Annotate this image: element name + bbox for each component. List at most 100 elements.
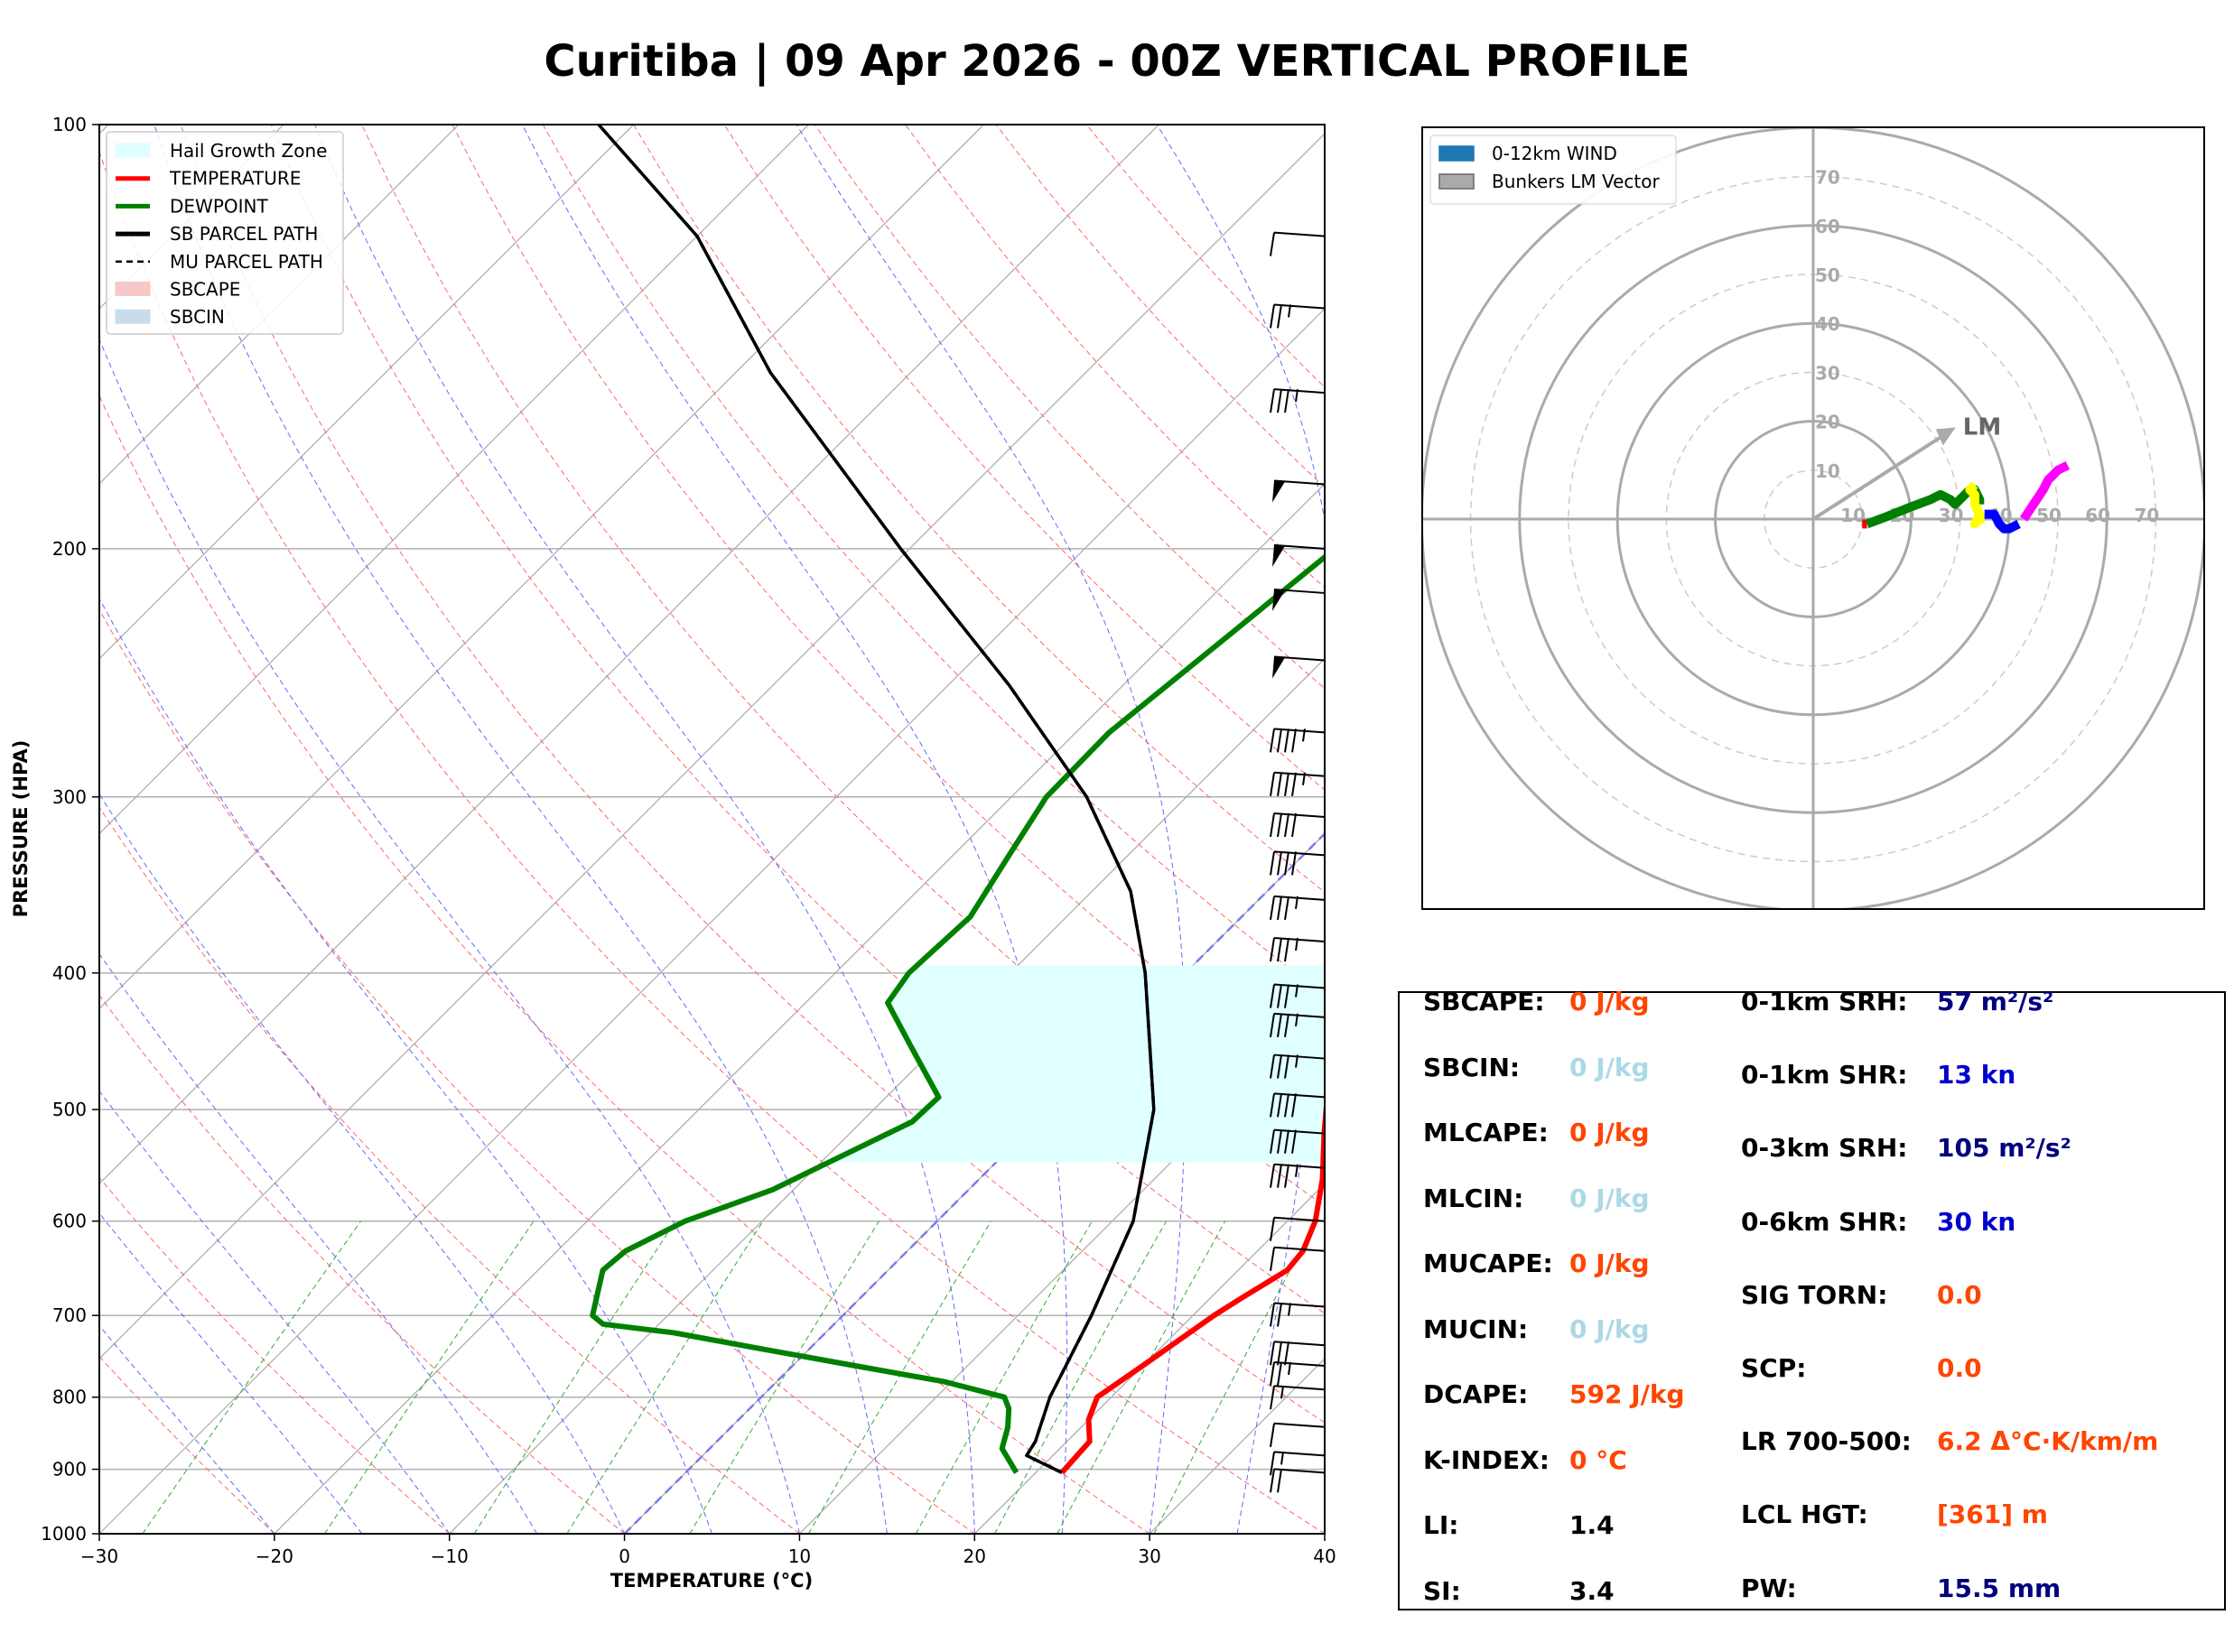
hodograph-segment-6-9km xyxy=(1984,509,2021,534)
moist-adiabat xyxy=(99,338,800,1534)
chart-title: Curitiba | 09 Apr 2026 - 00Z VERTICAL PR… xyxy=(544,36,1690,87)
y-tick-label: 800 xyxy=(52,1387,87,1408)
wind-barb xyxy=(1270,728,1326,753)
x-tick-label: 0 xyxy=(619,1545,630,1567)
wind-barb xyxy=(1270,812,1326,838)
x-tick-label: −10 xyxy=(431,1545,469,1567)
x-axis-label: TEMPERATURE (°C) xyxy=(610,1570,813,1592)
x-tick-label: −20 xyxy=(256,1545,293,1567)
dry-adiabat xyxy=(633,125,1325,893)
legend-label: SB PARCEL PATH xyxy=(170,223,318,245)
ring-label: 30 xyxy=(1939,505,1964,526)
isotherm xyxy=(99,308,1325,1534)
stat-label: 0-1km SRH: xyxy=(1741,987,1908,1016)
skewt-chart: −30 −20 −10 0 10 20 30 40 1000 900 800 700 600 500 400… xyxy=(10,114,1336,1592)
wind-barb xyxy=(1270,1422,1326,1447)
moist-adiabat xyxy=(521,125,1068,1534)
ring-label: 10 xyxy=(1840,505,1866,526)
stat-value: 0 J/kg xyxy=(1569,1118,1650,1147)
isotherm xyxy=(1149,1358,1325,1534)
isotherm xyxy=(99,133,1325,1360)
dry-adiabat xyxy=(542,125,1325,997)
bunkers-lm-vector xyxy=(1811,429,1951,521)
ring-label: 40 xyxy=(1815,313,1840,335)
wind-barb xyxy=(1270,983,1326,1008)
stat-value: [361] m xyxy=(1937,1499,2048,1530)
mixing-ratio-line xyxy=(915,1220,1093,1534)
stat-value: 0 J/kg xyxy=(1569,1248,1650,1278)
lm-label: LM xyxy=(1963,413,2001,441)
hodograph-legend: 0-12km WIND Bunkers LM Vector xyxy=(1429,135,1677,205)
y-tick-label: 1000 xyxy=(41,1523,87,1545)
stat-value: 57 m²/s² xyxy=(1937,987,2054,1016)
skewt-frame xyxy=(98,124,1326,1535)
legend-label: 0-12km WIND xyxy=(1492,143,1617,164)
stat-label: DCAPE: xyxy=(1423,1379,1529,1409)
legend-label: Bunkers LM Vector xyxy=(1492,171,1661,192)
stat-value: 105 m²/s² xyxy=(1937,1133,2071,1164)
hail-growth-zone xyxy=(828,965,1325,1163)
wind-barb xyxy=(1270,1092,1326,1118)
stat-value: 6.2 Δ°C·K/km/m xyxy=(1937,1426,2159,1457)
ring-label: 50 xyxy=(1815,265,1840,286)
dry-adiabat xyxy=(180,125,1325,1424)
ring-label: 10 xyxy=(1815,460,1840,482)
mixing-ratio-line xyxy=(689,1220,880,1534)
y-tick-label: 300 xyxy=(52,786,87,808)
wind-barb xyxy=(1272,479,1326,503)
x-tick-label: 20 xyxy=(963,1545,986,1567)
legend-label: SBCAPE xyxy=(170,279,240,301)
y-tick-label: 500 xyxy=(52,1099,87,1120)
y-tick-label: 900 xyxy=(52,1459,87,1480)
legend-label: Hail Growth Zone xyxy=(170,140,327,162)
dry-adiabat xyxy=(1085,125,1325,388)
stat-label: LR 700-500: xyxy=(1741,1426,1912,1457)
isotherm xyxy=(99,125,284,310)
mixing-ratio-line xyxy=(473,1220,676,1534)
y-tick-label: 400 xyxy=(52,962,87,984)
wind-barb xyxy=(1270,850,1326,876)
y-tick-label: 200 xyxy=(52,538,87,560)
stat-label: SIG TORN: xyxy=(1741,1279,1888,1310)
stat-value: 1.4 xyxy=(1569,1510,1615,1540)
stat-value: 3.4 xyxy=(1569,1575,1615,1606)
dewpoint-line xyxy=(590,553,1325,1474)
x-tick-label: 40 xyxy=(1313,1545,1336,1567)
wind-barb xyxy=(1272,543,1326,567)
stat-label: MUCIN: xyxy=(1423,1313,1529,1344)
stats-panel: SBCAPE: 0 J/kg SBCIN: 0 J/kg MLCAPE: 0 J/kg ML… xyxy=(1398,987,2226,1610)
moist-adiabat xyxy=(99,1324,275,1534)
stat-label: SCP: xyxy=(1741,1353,1807,1383)
stat-label: MLCIN: xyxy=(1423,1183,1524,1213)
stat-value: 592 J/kg xyxy=(1569,1379,1685,1409)
isotherm xyxy=(1324,1533,1325,1534)
legend-swatch xyxy=(115,282,151,296)
moist-adiabat xyxy=(1156,125,1325,1534)
wind-barb xyxy=(1270,1341,1326,1366)
dry-adiabat xyxy=(99,1176,451,1534)
moist-adiabat xyxy=(314,125,975,1534)
stat-value: 0 J/kg xyxy=(1569,1052,1650,1082)
isotherm xyxy=(99,125,460,485)
stat-value: 0 J/kg xyxy=(1569,1183,1650,1213)
stat-label: K-INDEX: xyxy=(1423,1444,1550,1475)
moist-adiabat xyxy=(154,125,888,1534)
bunkers-lm-arrowhead xyxy=(1935,427,1956,446)
dry-adiabat xyxy=(451,125,1325,1101)
wind-barb xyxy=(1272,655,1326,679)
wind-barb xyxy=(1270,1012,1326,1037)
y-tick-label: 700 xyxy=(52,1304,87,1326)
y-tick-label: 100 xyxy=(52,114,87,135)
wind-barb xyxy=(1270,1246,1326,1271)
stat-value: 30 kn xyxy=(1937,1206,2016,1237)
wind-barb xyxy=(1270,937,1326,962)
ring-label: 30 xyxy=(1815,362,1840,384)
stat-label: SBCAPE: xyxy=(1423,987,1545,1016)
wind-barb xyxy=(1270,1128,1326,1154)
mixing-ratio-line xyxy=(566,1220,764,1534)
mixing-ratio-line xyxy=(994,1220,1167,1534)
moist-adiabat xyxy=(99,952,538,1534)
isotherm xyxy=(99,125,810,835)
dry-adiabat xyxy=(99,394,1150,1534)
